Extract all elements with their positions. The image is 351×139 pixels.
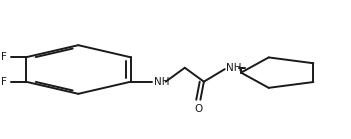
Text: F: F bbox=[1, 77, 7, 87]
Text: NH: NH bbox=[226, 64, 242, 73]
Text: O: O bbox=[194, 104, 203, 114]
Text: F: F bbox=[1, 52, 7, 62]
Text: NH: NH bbox=[153, 77, 169, 87]
